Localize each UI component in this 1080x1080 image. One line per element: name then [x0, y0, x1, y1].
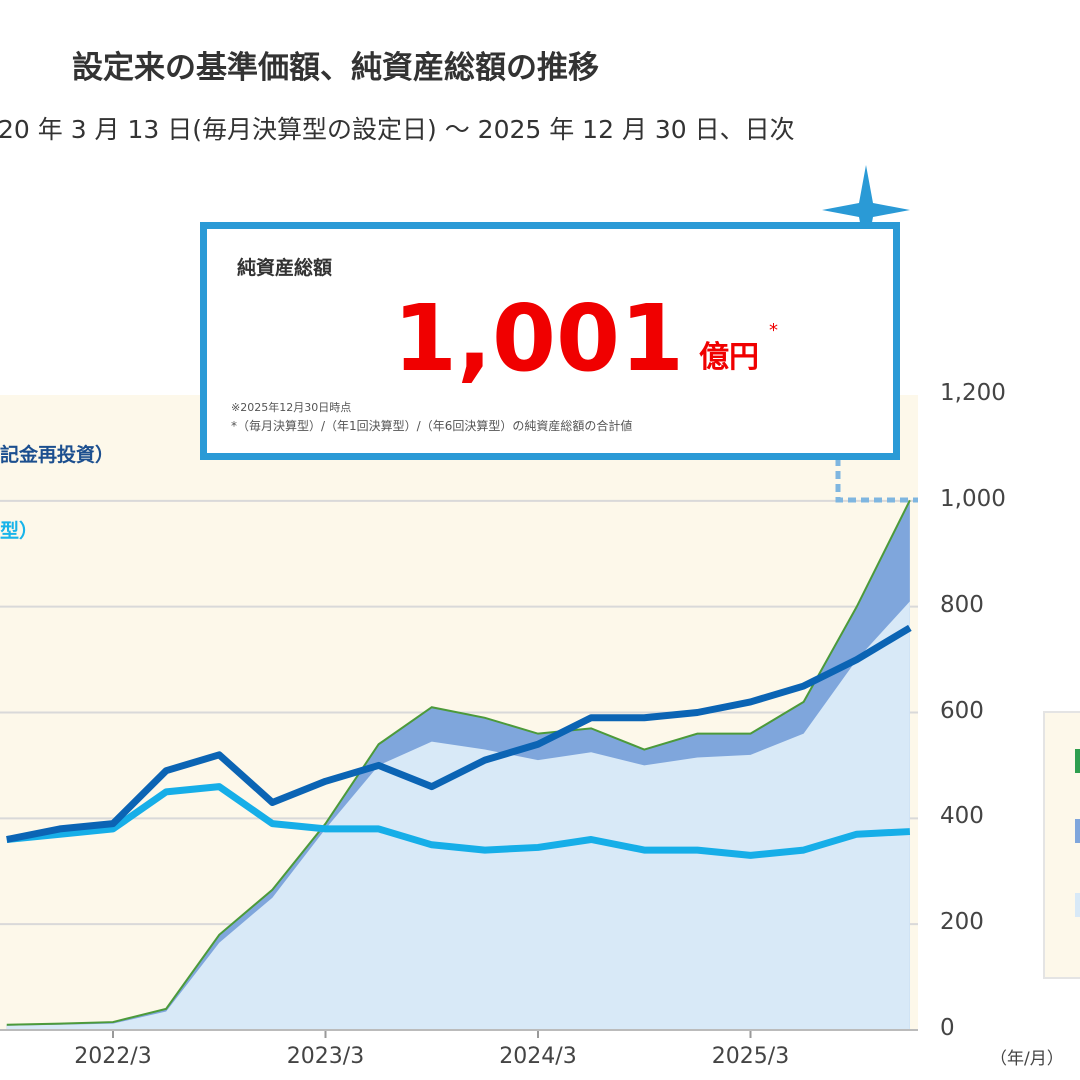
chart-title: 設定来の基準価額、純資産総額の推移 [72, 50, 599, 86]
area-base-series [6, 601, 910, 1030]
callout-unit: 億円 [699, 340, 759, 375]
y-tick-label: 0 [940, 1015, 955, 1041]
y-tick-label: 400 [940, 803, 984, 830]
legend-swatch-band [1075, 819, 1080, 843]
callout-note-date: ※2025年12月30日時点 [231, 401, 352, 414]
x-tick-label: 2023/3 [286, 1044, 365, 1069]
light-nav-line-series [6, 783, 911, 859]
net-assets-callout: 純資産総額 1,001 億円 * ※2025年12月30日時点 *（毎月決算型）… [200, 222, 900, 460]
y-tick-label: 600 [940, 697, 984, 724]
x-tick-label: 2025/3 [711, 1044, 790, 1069]
y-tick-label: 1,200 [940, 380, 1006, 406]
y-tick-label: 200 [940, 909, 984, 936]
y-tick-label: 1,000 [940, 485, 1006, 512]
total-line-series [6, 499, 911, 1026]
legend-fragment-type: 型） [0, 520, 39, 542]
callout-asterisk: * [769, 320, 778, 341]
x-tick-label: 2024/3 [499, 1044, 577, 1069]
callout-note-sum: *（毎月決算型）/（年1回決算型）/（年6回決算型）の純資産総額の合計値 [231, 419, 633, 433]
x-tick-label: 2022/3 [74, 1044, 152, 1069]
dark-nav-line-series [6, 624, 912, 843]
callout-label: 純資産総額 [237, 257, 333, 279]
legend-fragment-reinvested: 記金再投資） [0, 444, 115, 466]
x-axis-unit: （年/月） [990, 1049, 1064, 1069]
legend-swatch-area [1075, 893, 1080, 917]
callout-leader [835, 458, 918, 503]
legend [1043, 711, 1080, 979]
callout-value: 1,001 [393, 285, 685, 392]
chart-subtitle: 20 年 3 月 13 日(毎月決算型の設定日) ～ 2025 年 12 月 3… [0, 115, 795, 144]
y-tick-label: 800 [940, 591, 984, 618]
legend-swatch-total [1075, 749, 1080, 773]
